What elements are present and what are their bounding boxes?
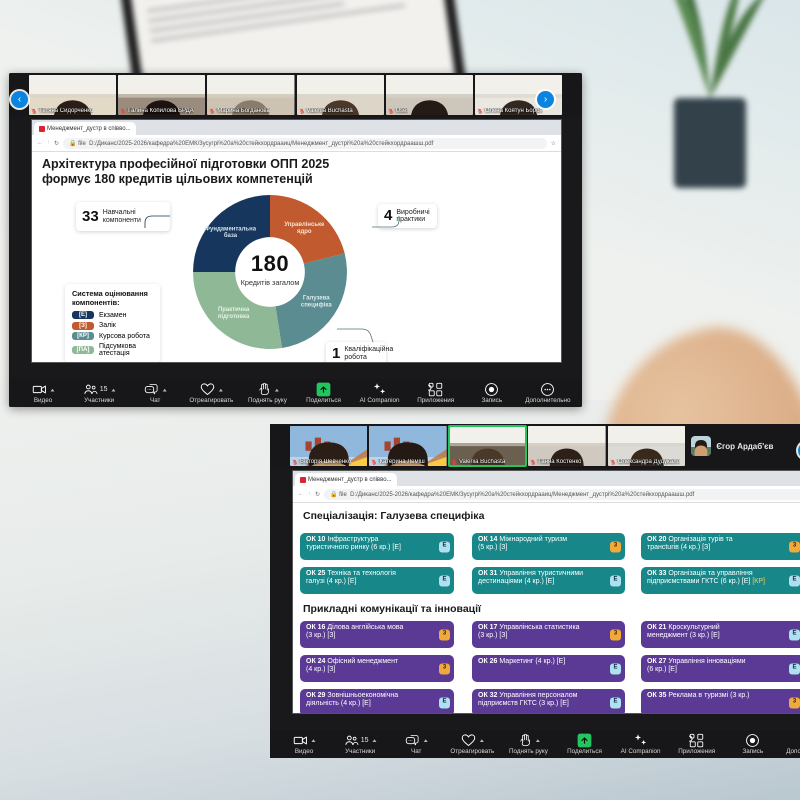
svg-text:Управлінське: Управлінське	[284, 222, 325, 228]
svg-text:Фундаментальна: Фундаментальна	[205, 226, 257, 232]
svg-text:Практична: Практична	[218, 307, 250, 313]
svg-text:база: база	[224, 232, 238, 239]
svg-text:Галузева: Галузева	[303, 296, 330, 302]
svg-text:специфіка: специфіка	[301, 301, 332, 308]
svg-text:підготовка: підготовка	[218, 314, 250, 320]
svg-text:ядро: ядро	[297, 229, 312, 235]
